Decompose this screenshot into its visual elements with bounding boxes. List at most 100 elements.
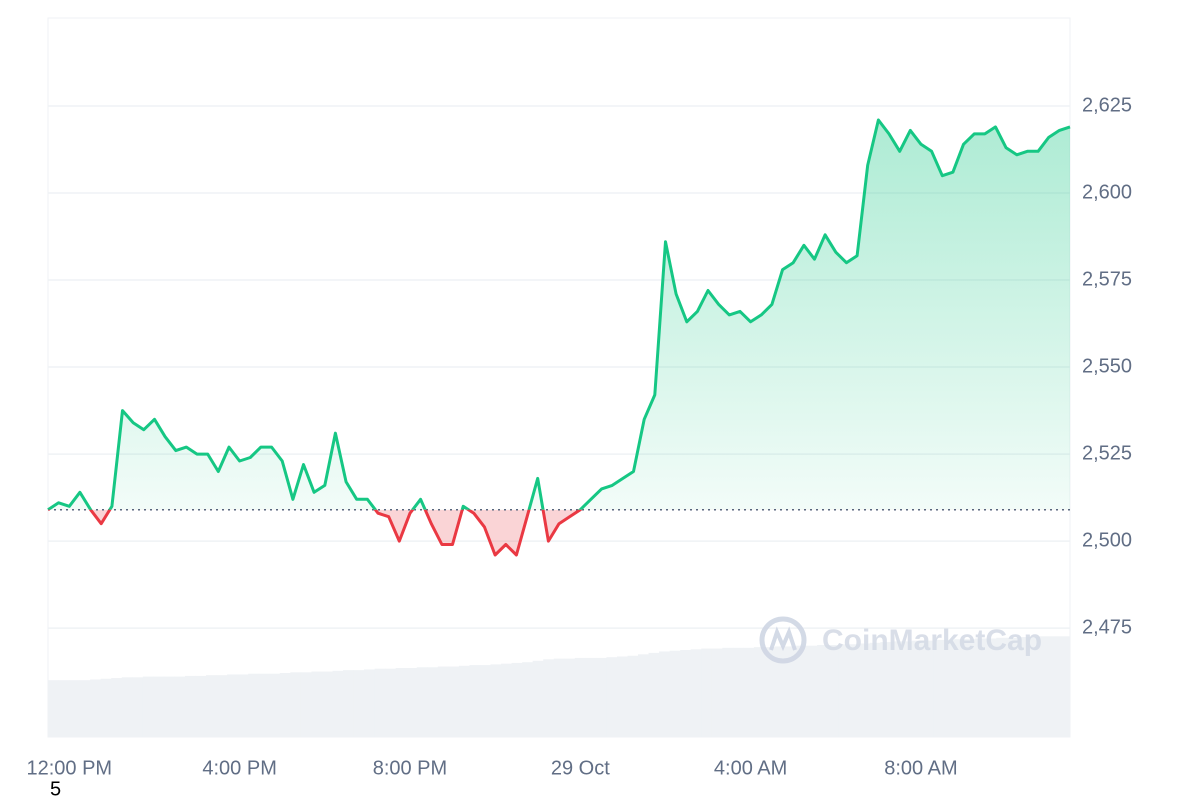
volume-bar xyxy=(532,660,544,737)
x-tick-label: 12:00 PM xyxy=(26,757,112,779)
volume-bar xyxy=(385,668,397,737)
y-tick-label: 2,600 xyxy=(1082,181,1132,203)
volume-bar xyxy=(943,639,955,737)
volume-bar xyxy=(806,645,818,737)
volume-bar xyxy=(985,638,997,737)
volume-bar xyxy=(48,680,60,737)
volume-bar xyxy=(448,666,460,737)
watermark-logo-mark xyxy=(769,626,797,652)
volume-bar xyxy=(163,676,175,737)
volume-bar xyxy=(743,647,755,737)
volume-bar xyxy=(606,657,618,737)
volume-bar xyxy=(458,665,470,737)
plot-layer xyxy=(47,118,1071,557)
volume-bar xyxy=(364,669,376,737)
volume-bar xyxy=(732,647,744,737)
volume-bar xyxy=(933,639,945,737)
volume-bar xyxy=(290,672,302,737)
volume-bar xyxy=(311,671,323,737)
volume-layer xyxy=(48,636,1071,737)
volume-bar xyxy=(248,673,260,737)
volume-bar xyxy=(174,676,186,737)
volume-bar xyxy=(374,668,386,737)
x-tick-label: 4:00 PM xyxy=(202,757,276,779)
area-down xyxy=(48,509,1070,555)
volume-bar xyxy=(216,675,228,737)
volume-bar xyxy=(321,671,333,737)
volume-bar xyxy=(869,642,881,737)
volume-bar xyxy=(701,648,713,737)
volume-bar xyxy=(332,670,344,737)
volume-bar xyxy=(1038,636,1050,737)
volume-bar xyxy=(1048,636,1060,737)
y-tick-label: 2,525 xyxy=(1082,442,1132,464)
volume-bar xyxy=(638,654,650,737)
volume-bar xyxy=(395,667,407,737)
volume-bar xyxy=(669,650,681,737)
volume-bar xyxy=(659,651,671,737)
volume-bar xyxy=(827,644,839,737)
volume-bar xyxy=(711,648,723,737)
watermark-text: CoinMarketCap xyxy=(822,624,1042,657)
volume-bar xyxy=(595,657,607,737)
volume-bar xyxy=(501,663,513,737)
volume-bar xyxy=(1006,637,1018,737)
volume-bar xyxy=(648,652,660,737)
volume-bar xyxy=(343,670,355,737)
price-line-down xyxy=(48,509,583,557)
volume-bar xyxy=(111,678,123,737)
volume-bar xyxy=(437,666,449,737)
volume-bar xyxy=(774,646,787,737)
volume-bar xyxy=(1027,637,1039,737)
volume-bar xyxy=(300,672,312,737)
watermark-logo xyxy=(759,616,807,664)
volume-bar xyxy=(616,656,628,737)
volume-bar xyxy=(817,644,829,737)
volume-bar xyxy=(880,642,892,737)
y-tick-label: 2,575 xyxy=(1082,268,1132,290)
area-up xyxy=(48,120,1070,510)
y-tick-label: 2,500 xyxy=(1082,529,1132,551)
volume-bar xyxy=(479,665,492,737)
volume-bar xyxy=(1017,637,1029,737)
volume-bar xyxy=(954,639,966,737)
volume-bar xyxy=(132,677,144,737)
volume-bar xyxy=(785,646,797,737)
volume-bar xyxy=(406,667,418,737)
volume-bar xyxy=(121,677,133,737)
y-tick-label: 2,550 xyxy=(1082,355,1132,377)
volume-bar xyxy=(153,676,165,737)
volume-bar xyxy=(416,667,428,737)
volume-bar xyxy=(522,662,534,737)
volume-bar xyxy=(279,673,291,737)
x-tick-label: 29 Oct xyxy=(551,757,610,779)
volume-bar xyxy=(890,641,902,737)
volume-bar xyxy=(227,674,239,737)
volume-bar xyxy=(964,639,976,737)
volume-bar xyxy=(69,680,81,737)
volume-bar xyxy=(353,670,365,737)
volume-bar xyxy=(796,645,808,737)
volume-bar xyxy=(79,680,91,737)
volume-bar xyxy=(996,637,1008,737)
volume-bar xyxy=(553,658,565,737)
volume-bar xyxy=(574,657,586,737)
volume-bar xyxy=(206,675,218,737)
volume-bar xyxy=(427,667,439,737)
volume-bar xyxy=(753,647,765,737)
volume-bar xyxy=(922,640,934,737)
volume-bar xyxy=(848,644,860,737)
x-tick-label: 8:00 PM xyxy=(373,757,447,779)
volume-bar xyxy=(490,664,502,737)
volume-bar xyxy=(680,650,692,737)
x-tick-label: 8:00 AM xyxy=(884,757,957,779)
volume-bar xyxy=(585,657,597,737)
volume-bar xyxy=(859,643,871,737)
volume-bar xyxy=(142,676,154,737)
price-line-up xyxy=(47,118,1071,510)
volume-bar xyxy=(764,647,776,737)
volume-bar xyxy=(258,673,270,737)
volume-bar xyxy=(911,640,923,737)
